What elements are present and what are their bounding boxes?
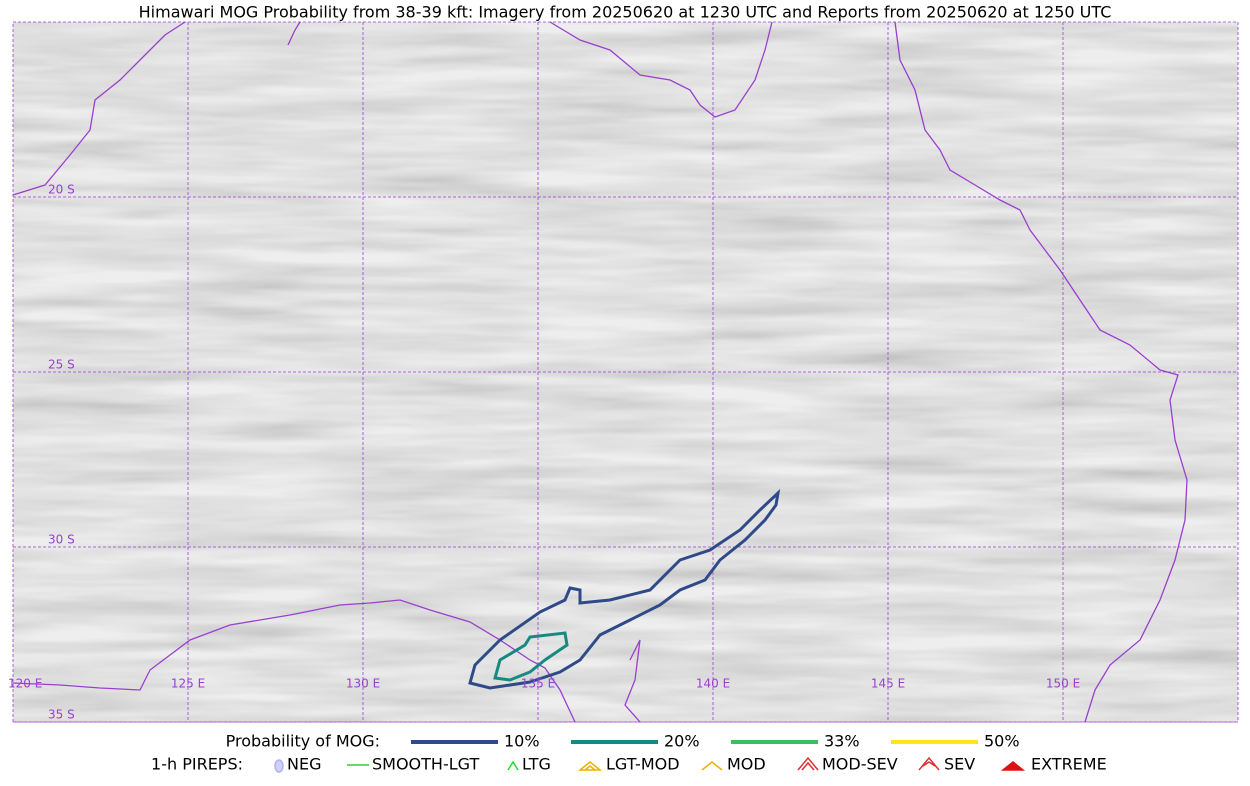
lat-label: 35 S — [48, 708, 75, 722]
lon-label: 135 E — [521, 677, 555, 691]
coastlines — [12, 21, 1188, 723]
lon-label: 125 E — [171, 677, 205, 691]
legend: Probability of MOG: 10% 20% 33% 50% 1-h PIR… — [151, 732, 1107, 774]
pirep-label: SEV — [944, 755, 975, 774]
lon-label: 130 E — [346, 677, 380, 691]
lat-label: 20 S — [48, 183, 75, 197]
pirep-label: LGT-MOD — [606, 755, 680, 774]
pirep-label: MOD-SEV — [822, 755, 898, 774]
lon-label: 140 E — [696, 677, 730, 691]
map: 120 E 125 E 130 E 135 E 140 E 145 E 150 … — [8, 21, 1239, 723]
legend-label: 33% — [824, 732, 860, 751]
pirep-label: LTG — [522, 755, 551, 774]
legend-label: 10% — [504, 732, 540, 751]
legend-title: Probability of MOG: — [226, 732, 380, 751]
probability-items: 10% 20% 33% 50% — [411, 732, 1020, 751]
legend-title: 1-h PIREPS: — [151, 755, 243, 774]
pirep-icons — [274, 756, 1026, 773]
graticule — [12, 21, 1239, 723]
pirep-label: SMOOTH-LGT — [372, 755, 479, 774]
lon-label: 150 E — [1046, 677, 1080, 691]
pirep-label: NEG — [287, 755, 321, 774]
legend-label: 20% — [664, 732, 700, 751]
pirep-label: MOD — [727, 755, 766, 774]
pirep-label: EXTREME — [1031, 755, 1107, 774]
lon-label: 120 E — [8, 677, 42, 691]
lon-label: 145 E — [871, 677, 905, 691]
grid-labels: 120 E 125 E 130 E 135 E 140 E 145 E 150 … — [8, 183, 1080, 722]
lat-label: 25 S — [48, 358, 75, 372]
title: Himawari MOG Probability from 38-39 kft:… — [139, 3, 1112, 22]
contour-10 — [468, 488, 781, 690]
contour-20 — [493, 631, 569, 682]
lat-label: 30 S — [48, 533, 75, 547]
pirep-labels: NEG SMOOTH-LGT LTG LGT-MOD MOD MOD-SEV S… — [287, 755, 1107, 774]
legend-label: 50% — [984, 732, 1020, 751]
